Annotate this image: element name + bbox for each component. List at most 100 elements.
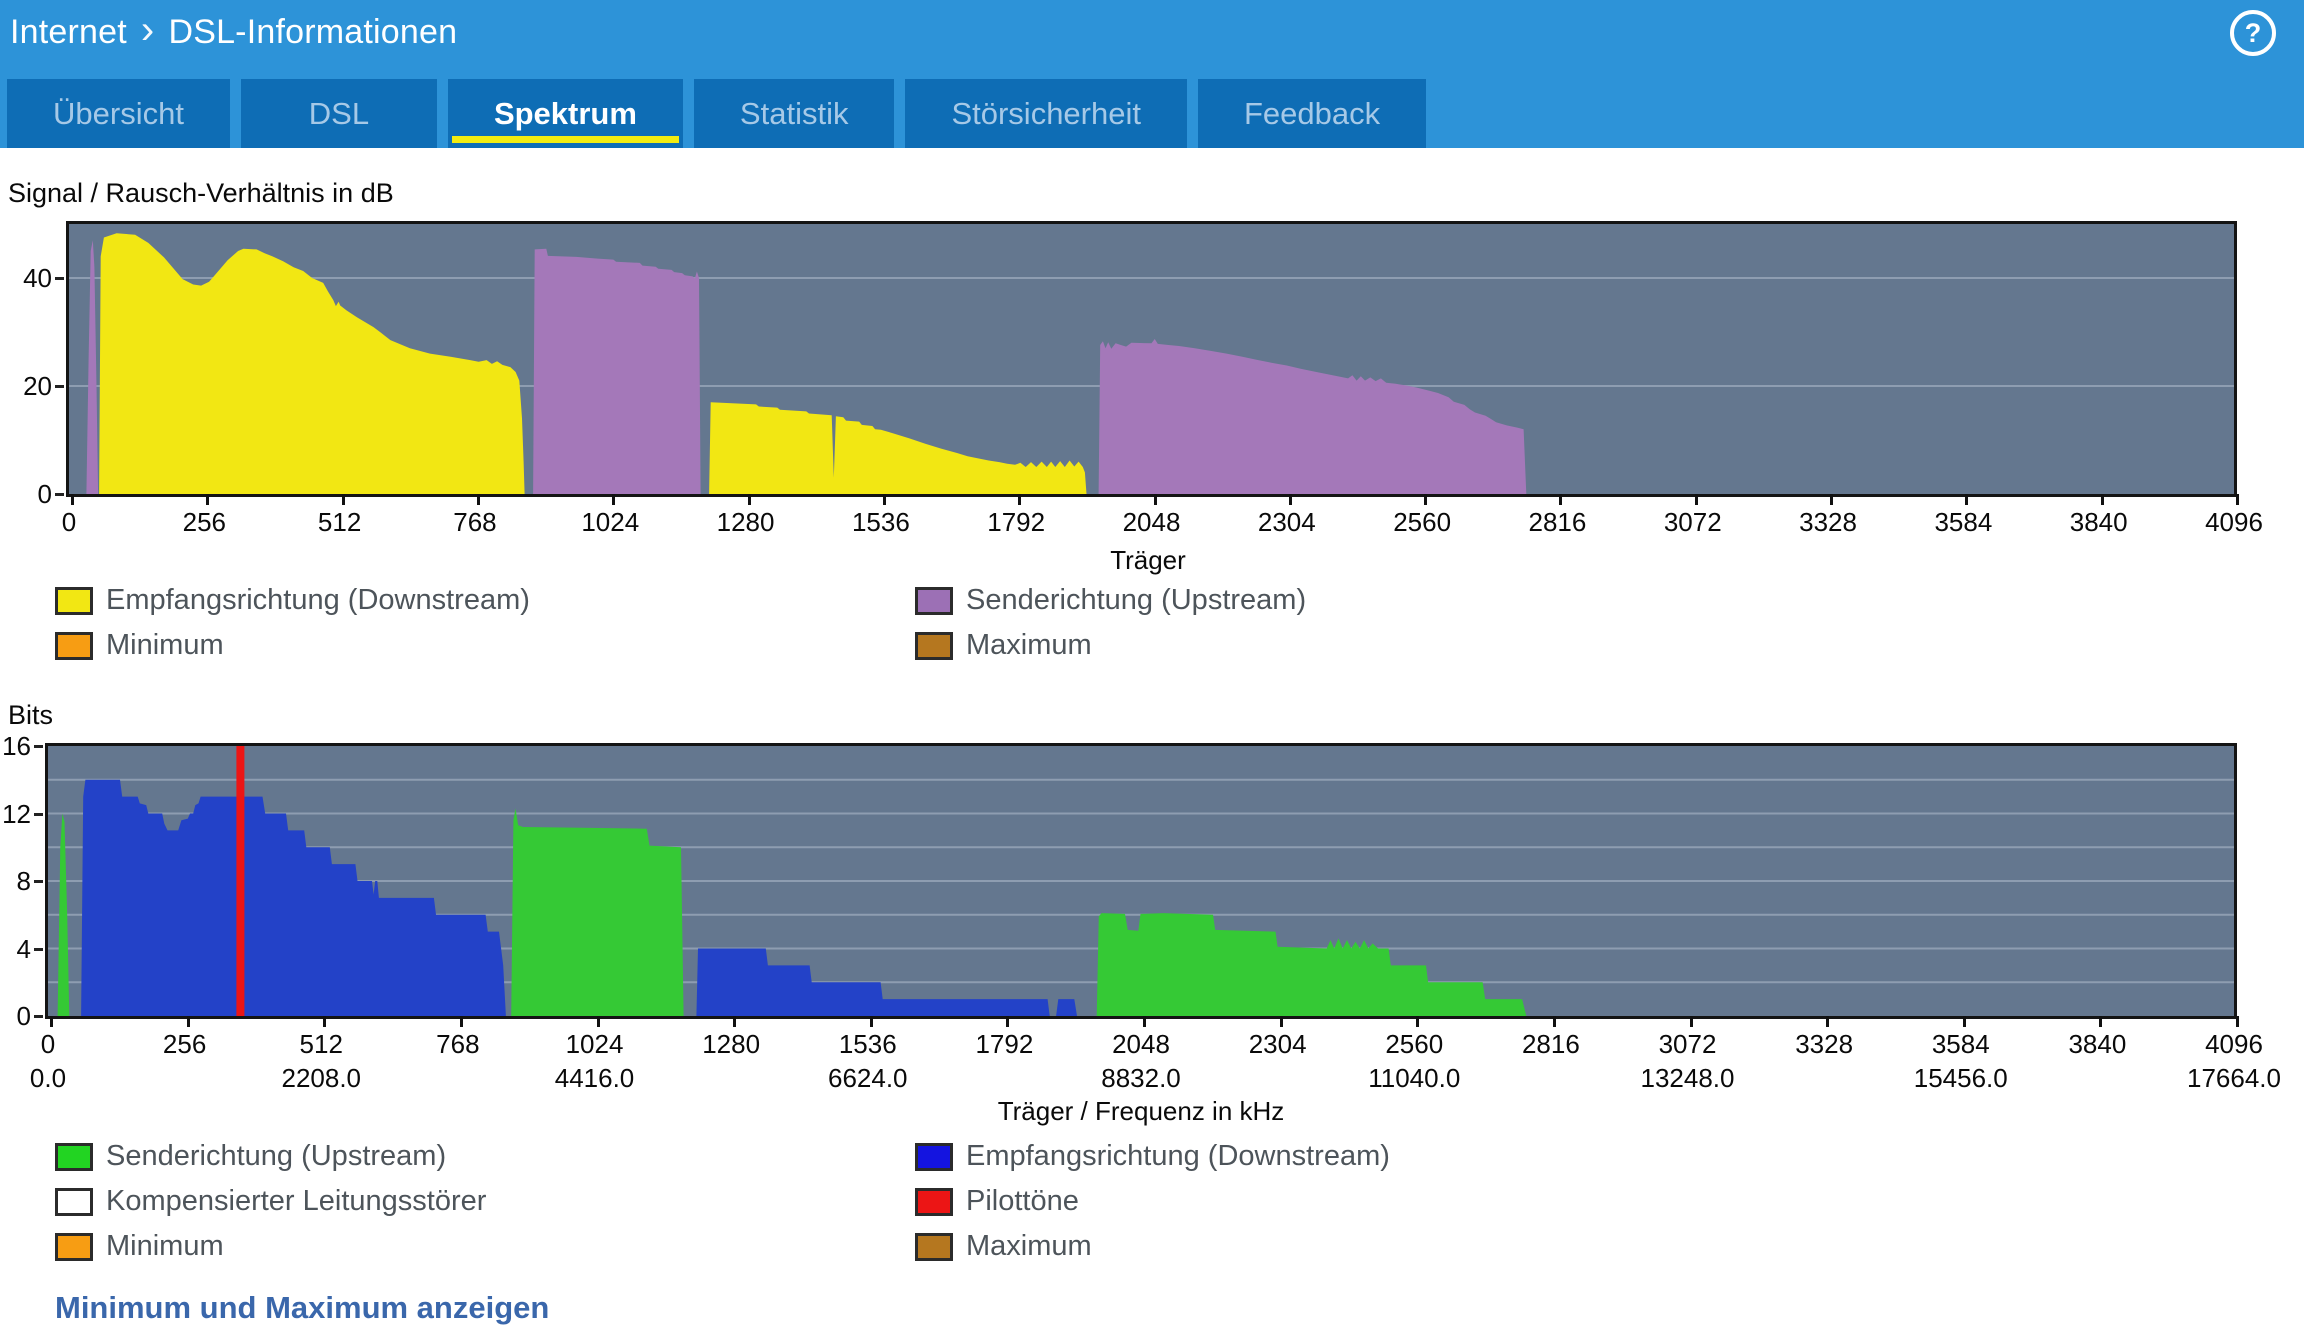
x-tick-label: 3072 [1658, 1029, 1717, 1059]
tab-label: Feedback [1243, 95, 1381, 131]
x-tick-label: 1024 [581, 507, 640, 537]
y-tick-label: 40 [23, 263, 52, 293]
x-tick-label: 2304 [1257, 507, 1316, 537]
series-upstream-area [511, 808, 684, 1016]
y-tick-mark [34, 745, 43, 748]
y-tick-mark [34, 880, 43, 883]
x-tick-mark [1694, 494, 1698, 505]
x-tick-label: 0 [61, 507, 77, 537]
breadcrumb-page-title: DSL-Informationen [168, 12, 458, 51]
legend-swatch-downstream [55, 586, 93, 615]
x-tick-label: 2048 [1122, 507, 1181, 537]
series-upstream-area [533, 248, 701, 494]
x-tick-label: 1792 [987, 507, 1046, 537]
x-tick-mark [71, 494, 74, 505]
x-tick-label: 1280 [716, 507, 775, 537]
x-tick-label: 768 [453, 507, 497, 537]
legend-label: Maximum [966, 629, 1092, 661]
y-tick-mark [34, 947, 43, 951]
tab-label: DSL [308, 95, 370, 131]
bits-chart-legend: Senderichtung (Upstream) Empfangsrichtung… [55, 1134, 1390, 1269]
snr-chart-x-axis-labels: 0 256 512 768 1024 1280 1536 1792 2048 2304 2560 28… [62, 507, 2263, 537]
y-tick-label: 4 [16, 933, 31, 964]
breadcrumb-chevron-icon: › [140, 7, 155, 52]
x-frequency-label: 2208.0 [281, 1063, 362, 1093]
snr-chart-plot-area [66, 221, 2239, 505]
y-tick-label: 20 [23, 371, 52, 401]
x-tick-label: 2816 [1528, 507, 1587, 537]
x-tick-label: 1280 [702, 1029, 761, 1059]
show-min-max-link[interactable]: Minimum und Maximum anzeigen [55, 1290, 550, 1325]
tab-feedback[interactable]: Feedback [1197, 79, 1427, 148]
tab-st-rsicherheit[interactable]: Störsicherheit [905, 79, 1187, 148]
legend-label: Maximum [966, 1230, 1092, 1262]
legend-swatch-upstream [915, 586, 953, 615]
legend-label: Kompensierter Leitungsstörer [106, 1185, 487, 1217]
x-tick-label: 3840 [2068, 1029, 2127, 1059]
series-upstream-area [1096, 913, 1527, 1016]
legend-swatch-pilottoene [915, 1187, 953, 1216]
x-tick-mark [1559, 494, 1563, 505]
x-tick-mark [1424, 494, 1428, 505]
x-tick-mark [1416, 1016, 1420, 1027]
tab-label: Störsicherheit [951, 95, 1141, 131]
x-tick-mark [1689, 1016, 1693, 1027]
x-frequency-label: 6624.0 [827, 1063, 908, 1093]
legend-label: Empfangsrichtung (Downstream) [966, 1140, 1390, 1172]
tab--bersicht[interactable]: Übersicht [7, 79, 230, 148]
x-tick-label: 256 [162, 1029, 207, 1059]
legend-item-pilottoene: Pilottöne [915, 1185, 1390, 1218]
x-frequency-label: 4416.0 [554, 1063, 635, 1093]
legend-label: Empfangsrichtung (Downstream) [106, 584, 530, 616]
y-tick-mark [55, 385, 64, 388]
x-tick-mark [1018, 494, 1022, 505]
legend-label: Minimum [106, 629, 224, 661]
legend-swatch-maximum [915, 631, 953, 660]
x-tick-mark [1279, 1016, 1283, 1027]
x-frequency-label: 8832.0 [1101, 1063, 1181, 1093]
snr-chart-legend: Empfangsrichtung (Downstream) Senderichtu… [55, 578, 1306, 668]
x-tick-label: 1792 [975, 1029, 1034, 1059]
legend-item-downstream: Empfangsrichtung (Downstream) [915, 1140, 1390, 1173]
bits-chart-x-axis-carrier-labels: 0 256 512 768 1024 1280 1536 1792 2048 2304 2560 28… [41, 1029, 2263, 1059]
snr-chart-svg [69, 233, 2234, 494]
breadcrumb-section[interactable]: Internet [10, 12, 127, 51]
x-tick-mark [50, 1016, 53, 1027]
bits-chart-svg [48, 746, 2234, 1016]
x-tick-label: 4096 [2205, 507, 2263, 537]
legend-swatch-kompensierter-leitungsstoerer [55, 1187, 93, 1216]
y-tick-mark [55, 493, 64, 496]
x-frequency-label: 17664.0 [2187, 1063, 2281, 1093]
x-tick-label: 3072 [1663, 507, 1722, 537]
snr-chart-title: Signal / Rausch-Verhältnis in dB [8, 178, 394, 208]
x-tick-mark [1552, 1016, 1556, 1027]
series-downstream-area [81, 779, 506, 1016]
y-tick-label: 0 [37, 479, 52, 509]
x-frequency-label: 0.0 [29, 1063, 67, 1093]
x-tick-mark [206, 494, 210, 505]
x-tick-mark [2236, 1016, 2239, 1027]
x-tick-label: 1536 [838, 1029, 897, 1059]
x-tick-mark [323, 1016, 327, 1027]
x-tick-label: 0 [40, 1029, 56, 1059]
x-tick-mark [341, 494, 345, 505]
tab-dsl[interactable]: DSL [240, 79, 437, 148]
x-tick-mark [596, 1016, 600, 1027]
tab-spektrum[interactable]: Spektrum [447, 79, 683, 148]
x-tick-mark [2100, 494, 2104, 505]
bits-chart-plot-area [45, 743, 2239, 1027]
series-downstream-area [709, 402, 1087, 494]
x-tick-mark [186, 1016, 190, 1027]
legend-label: Senderichtung (Upstream) [106, 1140, 447, 1172]
help-icon[interactable]: ? [2230, 10, 2276, 56]
y-tick-label: 16 [2, 731, 31, 761]
x-tick-mark [1143, 1016, 1146, 1027]
x-tick-label: 3840 [2069, 507, 2128, 537]
x-tick-mark [869, 1016, 873, 1027]
legend-item-upstream: Senderichtung (Upstream) [55, 1140, 915, 1173]
x-frequency-label: 15456.0 [1913, 1063, 2008, 1093]
tab-label: Spektrum [493, 95, 637, 131]
tab-statistik[interactable]: Statistik [693, 79, 895, 148]
snr-chart-x-axis-title: Träger [1110, 545, 1186, 575]
x-tick-mark [2099, 1016, 2103, 1027]
